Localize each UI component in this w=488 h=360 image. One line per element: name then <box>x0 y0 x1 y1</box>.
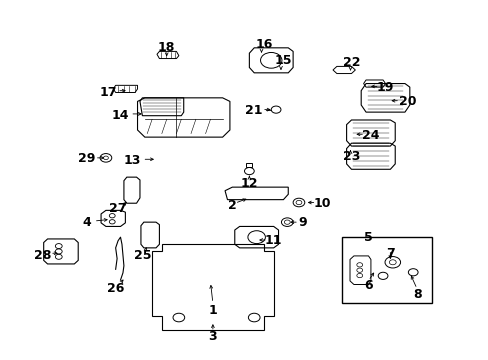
Text: 22: 22 <box>342 55 360 69</box>
Text: 25: 25 <box>133 248 151 261</box>
Text: 3: 3 <box>208 330 217 343</box>
Text: 28: 28 <box>34 248 51 261</box>
Text: 14: 14 <box>112 109 129 122</box>
Text: 12: 12 <box>240 177 258 190</box>
Text: 15: 15 <box>274 54 291 67</box>
Text: 29: 29 <box>78 152 95 165</box>
Text: 2: 2 <box>227 198 236 212</box>
Text: 19: 19 <box>376 81 393 94</box>
Text: 4: 4 <box>82 216 91 229</box>
Text: 9: 9 <box>298 216 306 229</box>
Text: 17: 17 <box>100 86 117 99</box>
Text: 20: 20 <box>398 95 415 108</box>
Text: 6: 6 <box>364 279 372 292</box>
Text: 27: 27 <box>109 202 126 215</box>
Text: 18: 18 <box>158 41 175 54</box>
Text: 16: 16 <box>255 38 272 51</box>
Text: 1: 1 <box>208 304 217 317</box>
Text: 10: 10 <box>313 197 330 210</box>
Text: 13: 13 <box>124 154 141 167</box>
Text: 7: 7 <box>385 247 394 260</box>
Bar <box>341 237 431 303</box>
Text: 24: 24 <box>362 129 379 142</box>
Text: 11: 11 <box>264 234 282 247</box>
Bar <box>246 163 252 167</box>
Text: 23: 23 <box>342 150 360 163</box>
Text: 21: 21 <box>245 104 263 117</box>
Text: 8: 8 <box>412 288 421 301</box>
Text: 26: 26 <box>107 283 124 296</box>
Text: 5: 5 <box>364 231 372 244</box>
